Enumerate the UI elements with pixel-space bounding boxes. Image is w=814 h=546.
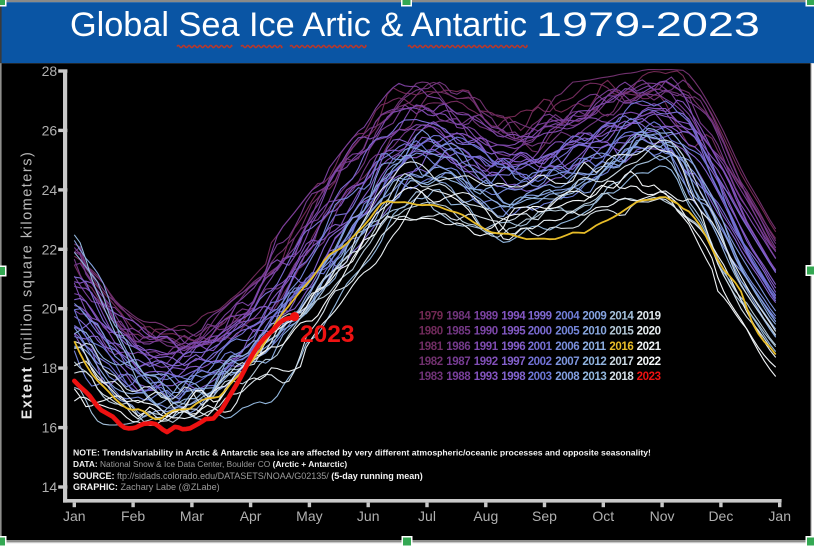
svg-text:2023: 2023 [300,321,355,348]
svg-text:1998: 1998 [501,371,526,383]
svg-text:1995: 1995 [501,326,526,338]
svg-text:2018: 2018 [609,371,634,383]
svg-text:1986: 1986 [446,341,470,353]
svg-text:2008: 2008 [555,371,580,383]
svg-text:26: 26 [42,122,58,138]
svg-text:2022: 2022 [637,356,661,368]
svg-text:2004: 2004 [555,310,580,322]
svg-text:Nov: Nov [650,508,675,524]
svg-text:28: 28 [42,63,58,79]
svg-text:1992: 1992 [474,356,498,368]
svg-text:Jun: Jun [357,508,380,524]
svg-text:2009: 2009 [582,310,606,322]
svg-text:2010: 2010 [582,326,606,338]
svg-text:2017: 2017 [609,356,633,368]
svg-text:2006: 2006 [555,341,579,353]
svg-text:2000: 2000 [528,326,552,338]
svg-text:Jan: Jan [768,508,791,524]
svg-text:1999: 1999 [528,310,552,322]
svg-text:2013: 2013 [582,371,606,383]
svg-text:1997: 1997 [501,356,525,368]
svg-text:DATA: National Snow & Ice Data: DATA: National Snow & Ice Data Center, B… [73,459,347,469]
svg-text:1980: 1980 [419,326,443,338]
svg-text:20: 20 [42,301,58,317]
svg-text:Dec: Dec [708,508,733,524]
svg-text:Aug: Aug [473,508,498,524]
svg-text:18: 18 [42,360,58,376]
svg-text:Extent (million square kilomet: Extent (million square kilometers) [20,151,36,420]
svg-text:2015: 2015 [609,326,634,338]
svg-text:Mar: Mar [180,508,204,524]
svg-text:1982: 1982 [419,356,443,368]
svg-text:2021: 2021 [637,341,662,353]
svg-text:1979-2023: 1979-2023 [536,6,760,44]
svg-text:2023: 2023 [637,371,661,383]
svg-text:2002: 2002 [528,356,552,368]
svg-text:Apr: Apr [240,508,262,524]
svg-text:24: 24 [42,182,58,198]
svg-text:1981: 1981 [419,341,444,353]
svg-text:1993: 1993 [474,371,498,383]
svg-text:1984: 1984 [446,310,471,322]
svg-text:2020: 2020 [637,326,661,338]
svg-text:14: 14 [42,479,58,495]
svg-text:2001: 2001 [528,341,553,353]
svg-text:1985: 1985 [446,326,471,338]
svg-text:SOURCE: ftp://sidads.colorado.: SOURCE: ftp://sidads.colorado.edu/DATASE… [73,471,423,481]
svg-text:1983: 1983 [419,371,443,383]
svg-text:1987: 1987 [446,356,470,368]
svg-text:May: May [296,508,322,524]
svg-text:1979: 1979 [419,310,443,322]
svg-text:Jan: Jan [63,508,86,524]
svg-text:2011: 2011 [582,341,606,353]
svg-text:2005: 2005 [555,326,580,338]
svg-text:NOTE: Trends/variability in Ar: NOTE: Trends/variability in Arctic & Ant… [73,448,651,458]
svg-text:Oct: Oct [592,508,614,524]
svg-text:Jul: Jul [418,508,436,524]
svg-text:Sep: Sep [532,508,557,524]
svg-text:Feb: Feb [121,508,145,524]
svg-text:1994: 1994 [501,310,526,322]
svg-text:2012: 2012 [582,356,606,368]
svg-text:2019: 2019 [637,310,661,322]
svg-text:Global Sea Ice Artic & Antarti: Global Sea Ice Artic & Antartic [70,6,527,44]
svg-text:1996: 1996 [501,341,525,353]
svg-text:1989: 1989 [474,310,498,322]
svg-text:GRAPHIC: Zachary Labe (@ZLabe): GRAPHIC: Zachary Labe (@ZLabe) [73,482,220,492]
svg-text:2007: 2007 [555,356,579,368]
svg-text:1990: 1990 [474,326,498,338]
svg-text:2003: 2003 [528,371,552,383]
svg-text:2016: 2016 [609,341,633,353]
svg-text:1988: 1988 [446,371,471,383]
svg-text:2014: 2014 [609,310,634,322]
svg-text:22: 22 [42,241,58,257]
svg-text:16: 16 [42,420,58,436]
svg-text:1991: 1991 [474,341,499,353]
